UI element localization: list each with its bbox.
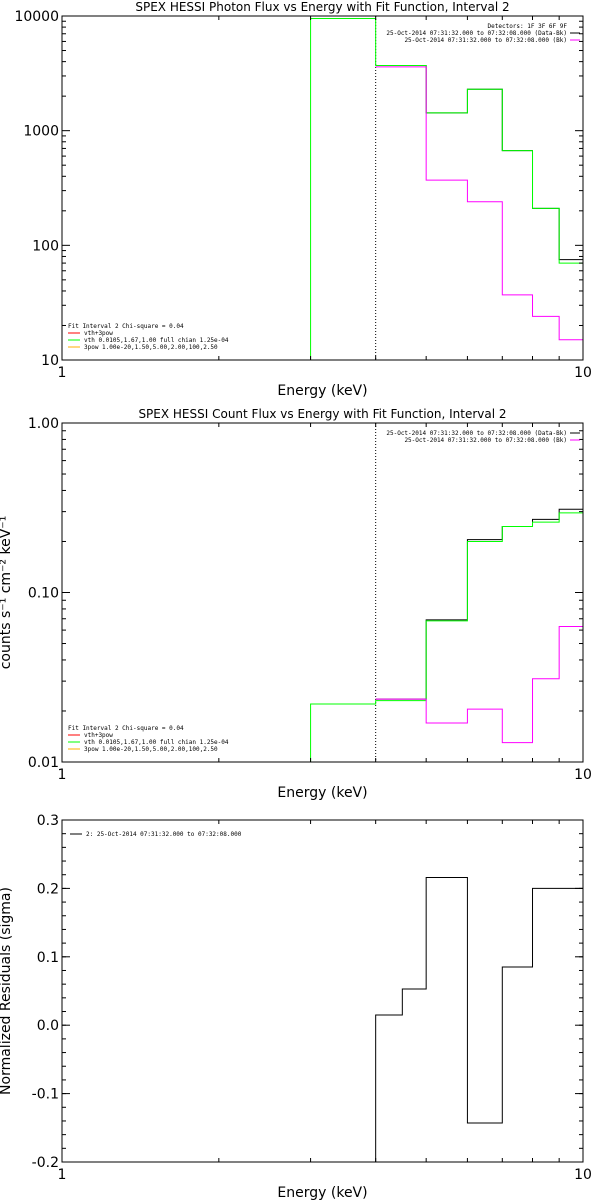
y-tick-label: 10000: [14, 9, 59, 25]
y-axis-label: counts s⁻¹ cm⁻² keV⁻¹: [0, 516, 14, 670]
plot-area: [310, 16, 583, 360]
plot-area: [375, 876, 583, 1162]
y-tick-label: -0.1: [32, 1087, 59, 1103]
info-line: 25-Oct-2014 07:31:32.000 to 07:32:08.000…: [386, 30, 567, 37]
chart-panel-3: 1 10 -0.2 -0.1 0.0 0.1 0.2 0.3 Energy (keV) Norma…: [0, 813, 592, 1200]
x-axis-label: Energy (keV): [277, 1185, 367, 1200]
x-axis-label: Energy (keV): [277, 383, 367, 399]
y-tick-label: 1000: [23, 124, 59, 140]
plot-area: [310, 423, 583, 762]
plot-frame: [61, 819, 584, 1163]
y-tick-label: 10: [41, 353, 59, 369]
legend-entry: vth+3pow: [84, 732, 113, 739]
legend-entry: 3pow 1.00e-20,1.50,5.00,2.00,100,2.50: [84, 344, 218, 351]
legend-entry: vth 0.0105,1.67,1.00 full chian 1.25e-04: [84, 337, 229, 344]
y-tick-label: 0.2: [37, 881, 59, 897]
y-tick-label: 0.3: [37, 813, 59, 829]
x-tick-label: 1: [58, 365, 67, 381]
chart-panel-1: SPEX HESSI Photon Flux vs Energy with Fi…: [14, 0, 591, 399]
info-line: 25-Oct-2014 07:31:32.000 to 07:32:08.000…: [386, 430, 567, 437]
y-tick-label: 100: [32, 238, 59, 254]
y-tick-label: 0.01: [28, 755, 59, 771]
data-series-3: [375, 66, 583, 341]
x-tick-label: 10: [574, 1167, 592, 1183]
legend-header: Fit Interval 2 Chi-square = 0.04: [68, 725, 184, 732]
data-series-2: [310, 18, 583, 360]
info-line: 25-Oct-2014 07:31:32.000 to 07:32:08.000…: [404, 437, 567, 444]
x-tick-label: 1: [58, 1167, 67, 1183]
chart-panel-2: SPEX HESSI Count Flux vs Energy with Fit…: [0, 407, 592, 801]
legend-entry: 2: 25-Oct-2014 07:31:32.000 to 07:32:08.…: [86, 831, 242, 838]
legend-entry: vth 0.0105,1.67,1.00 full chian 1.25e-04: [84, 739, 229, 746]
x-axis-label: Energy (keV): [277, 785, 367, 801]
plot-frame: [61, 422, 584, 763]
data-series-1: [375, 876, 583, 1162]
y-tick-label: -0.2: [32, 1155, 59, 1171]
chart-title: SPEX HESSI Photon Flux vs Energy with Fi…: [135, 0, 509, 14]
legend-entry: 3pow 1.00e-20,1.50,5.00,2.00,100,2.50: [84, 746, 218, 753]
chart-title: SPEX HESSI Count Flux vs Energy with Fit…: [138, 407, 506, 421]
x-tick-label: 10: [574, 365, 592, 381]
info-line: Detectors: 1F 3F 6F 9F: [488, 23, 568, 30]
data-series-2: [310, 512, 583, 762]
data-series-1: [375, 508, 583, 700]
x-tick-label: 1: [58, 767, 67, 783]
y-tick-label: 0.10: [28, 586, 59, 602]
legend-header: Fit Interval 2 Chi-square = 0.04: [68, 323, 184, 330]
y-tick-label: 1.00: [28, 416, 59, 432]
x-tick-label: 10: [574, 767, 592, 783]
y-tick-label: 0.0: [37, 1018, 59, 1034]
data-series-3: [375, 626, 583, 744]
info-line: 25-Oct-2014 07:31:32.000 to 07:32:08.000…: [404, 37, 567, 44]
y-tick-label: 0.1: [37, 950, 59, 966]
data-series-1: [375, 65, 583, 261]
y-axis-label: Normalized Residuals (sigma): [0, 887, 14, 1095]
legend-entry: vth+3pow: [84, 330, 113, 337]
plot-frame: [61, 15, 584, 361]
